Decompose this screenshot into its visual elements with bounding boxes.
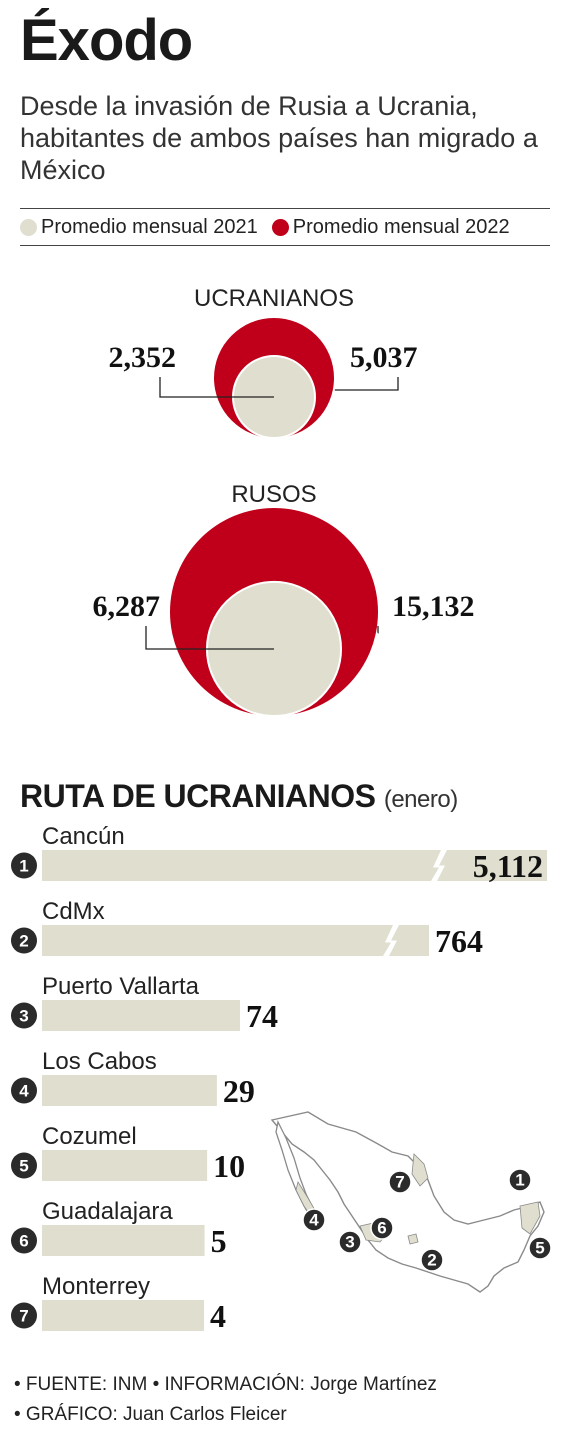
state-nuevo-leon (411, 1153, 429, 1187)
bar-value-2: 764 (435, 923, 483, 959)
legend-swatch-2021 (20, 218, 37, 236)
bar-7 (42, 1300, 205, 1331)
map-markers: 1 2 3 4 5 6 7 (302, 1168, 552, 1272)
mexico-map: 1 2 3 4 5 6 7 (270, 1111, 552, 1293)
map-marker-label-5: 5 (535, 1239, 544, 1258)
bar-4 (42, 1075, 217, 1106)
rank-number-4: 4 (19, 1082, 29, 1101)
footer-credit: • GRÁFICO: Juan Carlos Fleicer (14, 1404, 287, 1425)
state-cdmx (407, 1233, 419, 1245)
bar-label-7: Monterrey (42, 1273, 150, 1300)
rank-number-3: 3 (19, 1007, 28, 1026)
map-marker-1 (508, 1168, 532, 1192)
leader-line-ucranianos-2021 (159, 377, 274, 398)
bar-1 (42, 850, 547, 881)
legend-item-2022: Promedio mensual 2022 (271, 215, 510, 239)
rank-number-2: 2 (19, 932, 28, 951)
route-subtitle: (enero) (383, 786, 458, 813)
group-label-rusos: RUSOS (231, 481, 316, 508)
route-title-text: RUTA DE UCRANIANOS (20, 778, 376, 814)
footer-source: • FUENTE: INM • INFORMACIÓN: Jorge Martí… (14, 1374, 437, 1395)
rank-badge-4 (11, 1077, 37, 1104)
map-marker-5 (528, 1236, 552, 1260)
page-subtitle: Desde la invasión de Rusia a Ucrania, ha… (20, 91, 538, 185)
map-marker-label-4: 4 (309, 1211, 319, 1230)
legend-swatch-2022 (271, 218, 289, 236)
rank-number-7: 7 (19, 1307, 28, 1326)
legend-label-2022: Promedio mensual 2022 (292, 215, 510, 238)
bubble-chart: UCRANIANOS 2,352 5,037 RUSOS 6,287 15,13… (93, 285, 475, 717)
leader-line-rusos-2021 (145, 626, 274, 650)
bar-value-3: 74 (246, 998, 278, 1034)
map-marker-7 (388, 1170, 412, 1194)
rank-number-5: 5 (19, 1157, 28, 1176)
page-title: Éxodo (20, 8, 193, 73)
rank-number-1: 1 (19, 857, 28, 876)
map-marker-label-2: 2 (427, 1251, 436, 1270)
value-ucranianos-2021: 2,352 (109, 341, 177, 374)
leader-line-ucranianos-2022 (334, 377, 399, 391)
map-marker-3 (338, 1230, 362, 1254)
footer: • FUENTE: INM • INFORMACIÓN: Jorge Martí… (14, 1370, 437, 1430)
map-marker-label-7: 7 (395, 1173, 404, 1192)
bar-value-4: 29 (223, 1073, 255, 1109)
map-marker-label-3: 3 (345, 1233, 354, 1252)
bar-label-2: CdMx (42, 898, 105, 925)
bar-label-1: Cancún (42, 823, 125, 850)
value-rusos-2022: 15,132 (392, 590, 475, 623)
value-rusos-2021: 6,287 (93, 590, 161, 623)
rank-number-6: 6 (19, 1232, 28, 1251)
bar-label-3: Puerto Vallarta (42, 973, 200, 1000)
legend-label-2021: Promedio mensual 2021 (41, 215, 258, 238)
bar-2 (42, 925, 429, 956)
map-marker-4 (302, 1208, 326, 1232)
bar-value-7: 4 (210, 1298, 226, 1334)
bar-5 (42, 1150, 208, 1181)
state-quintana-roo (519, 1201, 541, 1235)
bar-value-1: 5,112 (473, 848, 543, 884)
legend-item-2021: Promedio mensual 2021 (20, 216, 258, 239)
mexico-outline (270, 1111, 545, 1293)
bar-3 (42, 1000, 240, 1031)
bar-6 (42, 1225, 205, 1256)
group-label-ucranianos: UCRANIANOS (194, 285, 354, 312)
bar-label-4: Los Cabos (42, 1048, 157, 1075)
rank-badge-1 (11, 852, 37, 879)
bar-value-6: 5 (211, 1223, 227, 1259)
map-marker-6 (370, 1216, 394, 1240)
bar-label-5: Cozumel (42, 1123, 137, 1150)
axis-break-2 (383, 925, 399, 956)
axis-break-1 (431, 850, 447, 881)
legend: Promedio mensual 2021 Promedio mensual 2… (20, 208, 550, 246)
route-title: RUTA DE UCRANIANOS (enero) (20, 778, 458, 815)
bar-label-6: Guadalajara (42, 1198, 173, 1225)
value-ucranianos-2022: 5,037 (350, 341, 418, 374)
map-marker-2 (420, 1248, 444, 1272)
map-marker-label-1: 1 (515, 1171, 524, 1190)
rank-badge-2 (11, 927, 37, 954)
bar-value-5: 10 (213, 1148, 245, 1184)
map-marker-label-6: 6 (377, 1219, 386, 1238)
rank-badge-6 (11, 1227, 37, 1254)
rank-badge-3 (11, 1002, 37, 1029)
rank-badge-7 (11, 1302, 37, 1329)
rank-badge-5 (11, 1152, 37, 1179)
